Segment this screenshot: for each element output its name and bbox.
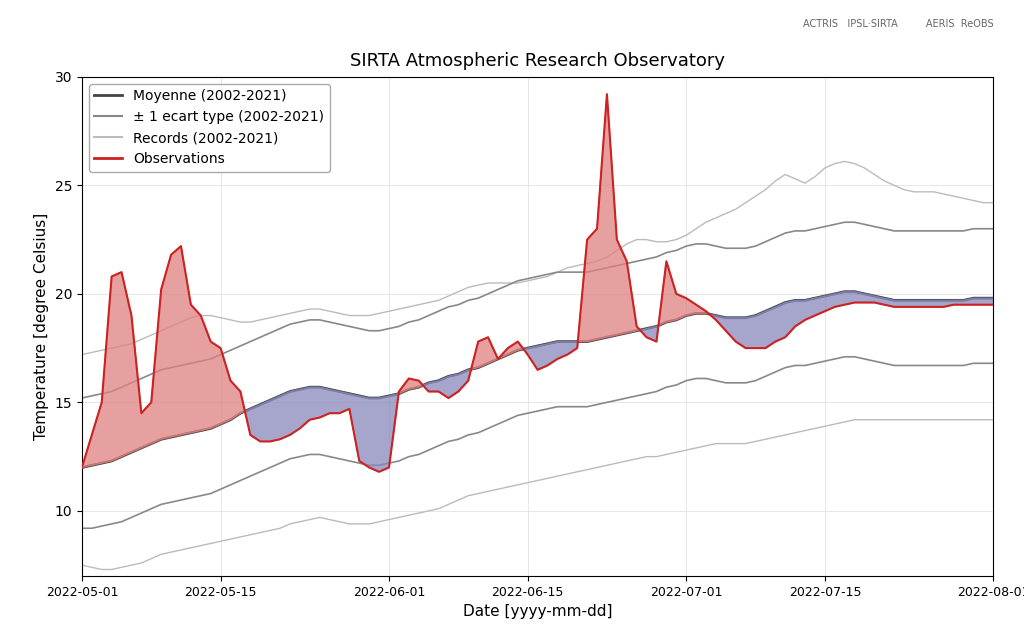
Title: SIRTA Atmospheric Research Observatory: SIRTA Atmospheric Research Observatory — [350, 52, 725, 70]
Legend: Moyenne (2002-2021), ± 1 ecart type (2002-2021), Records (2002-2021), Observatio: Moyenne (2002-2021), ± 1 ecart type (200… — [89, 84, 330, 172]
Y-axis label: Temperature [degree Celsius]: Temperature [degree Celsius] — [34, 212, 49, 440]
X-axis label: Date [yyyy-mm-dd]: Date [yyyy-mm-dd] — [463, 604, 612, 620]
Text: ACTRIS   IPSL·SIRTA         AERIS  ReOBS: ACTRIS IPSL·SIRTA AERIS ReOBS — [803, 19, 993, 29]
